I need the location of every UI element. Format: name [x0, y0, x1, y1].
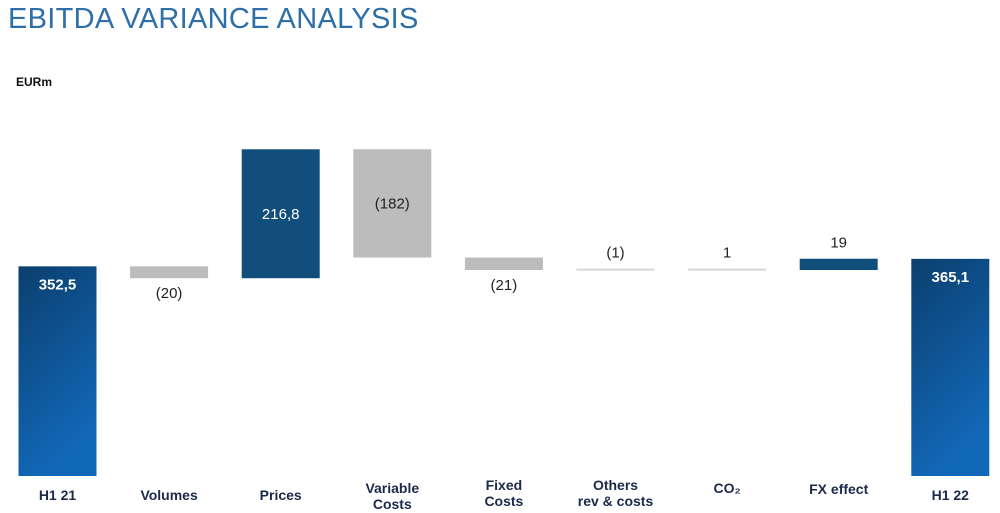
value-label-7: 19	[830, 235, 847, 252]
category-label-3: Variable Costs	[365, 480, 420, 512]
bar-7	[799, 258, 878, 271]
category-label-2: Prices	[259, 487, 302, 503]
value-label-4: (21)	[491, 277, 518, 294]
page-title: EBITDA VARIANCE ANALYSIS	[8, 3, 419, 35]
value-label-2: 216,8	[262, 206, 300, 223]
value-label-0: 352,5	[39, 276, 77, 293]
bar-4	[464, 257, 543, 271]
unit-label: EURm	[16, 75, 53, 89]
value-label-5: (1)	[606, 245, 624, 262]
bar-0	[18, 266, 97, 476]
bar-5	[576, 268, 655, 271]
category-label-7: FX effect	[809, 481, 869, 497]
category-label-1: Volumes	[140, 487, 198, 503]
category-label-4: Fixed Costs	[484, 477, 524, 509]
category-label-8: H1 22	[931, 487, 969, 503]
value-label-1: (20)	[156, 285, 183, 302]
category-label-0: H1 21	[38, 487, 77, 503]
value-label-3: (182)	[375, 195, 410, 212]
value-label-8: 365,1	[932, 269, 970, 286]
bar-1	[130, 266, 209, 279]
category-label-5: Others rev & costs	[577, 477, 654, 509]
bar-8	[911, 258, 990, 476]
value-label-6: 1	[723, 245, 731, 262]
bar-2	[241, 149, 320, 279]
bar-6	[688, 268, 767, 271]
bar-3	[353, 149, 432, 258]
category-label-6: CO₂	[713, 480, 741, 496]
